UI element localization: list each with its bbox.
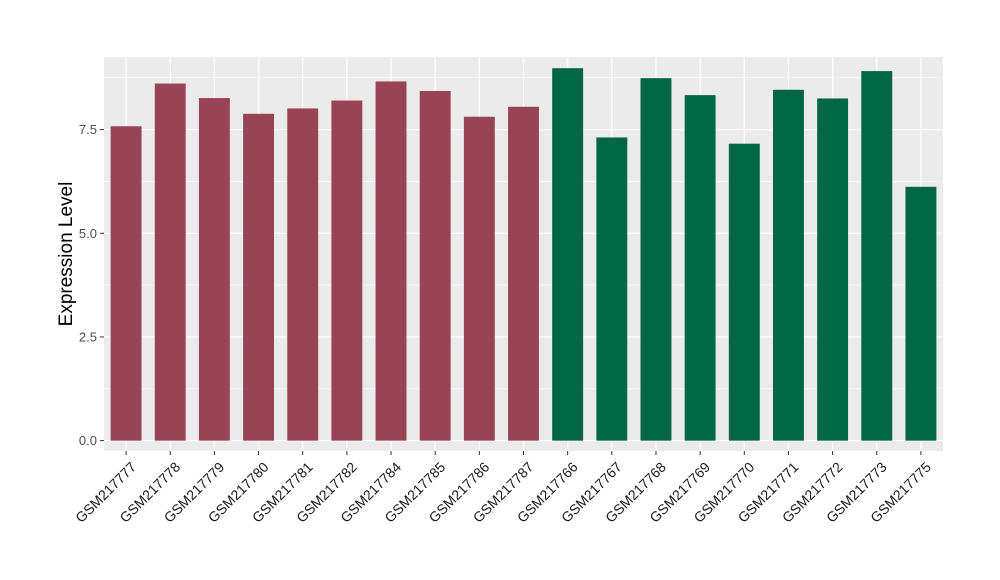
y-axis-ticks: 0.0 2.5 5.0 7.5 <box>79 122 104 448</box>
bar-GSM217780 <box>243 113 275 441</box>
bar-GSM217787 <box>508 106 539 441</box>
x-axis-ticks: GSM217777GSM217778GSM217779GSM217780GSM2… <box>72 451 934 526</box>
y-tick-label: 2.5 <box>79 329 97 344</box>
bar-GSM217766 <box>552 68 584 441</box>
bar-GSM217775 <box>905 186 937 441</box>
y-axis-title: Expression Level <box>56 182 77 327</box>
bar-GSM217786 <box>463 116 495 441</box>
bar-GSM217771 <box>772 89 804 441</box>
bar-GSM217769 <box>684 95 716 441</box>
bar-GSM217781 <box>287 108 319 441</box>
bar-GSM217785 <box>419 91 451 441</box>
y-tick-label: 0.0 <box>79 433 97 448</box>
bar-GSM217772 <box>817 98 849 441</box>
y-tick-label: 7.5 <box>79 122 97 137</box>
bars <box>110 68 937 441</box>
bar-GSM217779 <box>198 98 230 441</box>
bar-GSM217782 <box>331 100 363 441</box>
bar-GSM217773 <box>861 71 893 441</box>
bar-GSM217777 <box>110 126 142 441</box>
bar-GSM217778 <box>154 83 186 441</box>
bar-GSM217768 <box>640 78 672 441</box>
bar-GSM217770 <box>728 143 760 441</box>
bar-GSM217784 <box>375 81 407 441</box>
bar-GSM217767 <box>596 137 628 441</box>
y-tick-label: 5.0 <box>79 226 97 241</box>
